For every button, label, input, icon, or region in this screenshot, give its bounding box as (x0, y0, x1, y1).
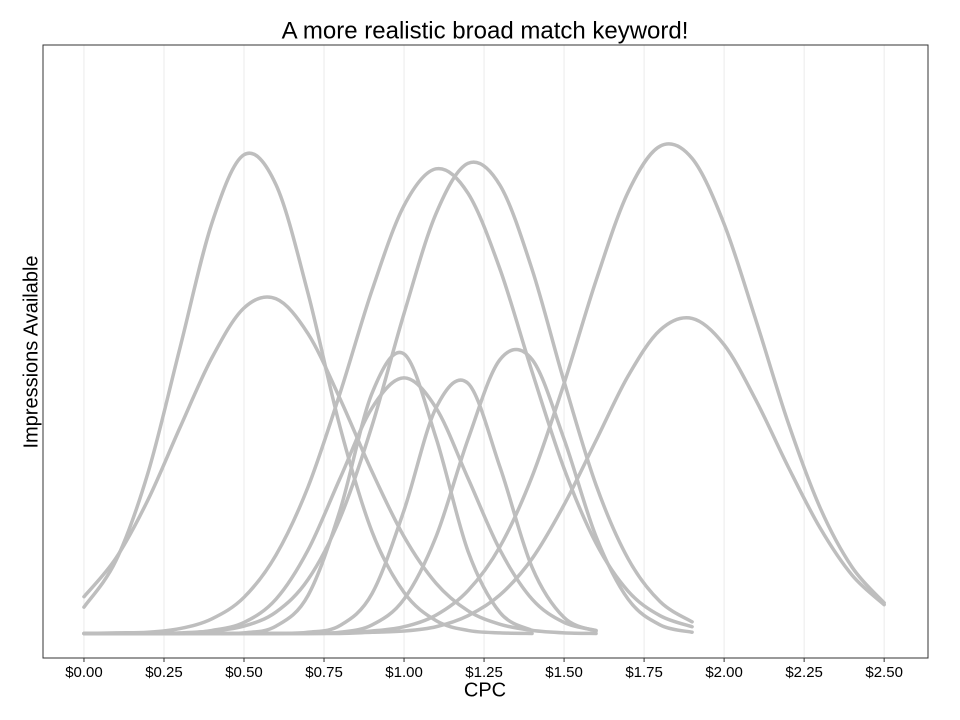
x-tick-label: $0.00 (65, 664, 103, 681)
x-tick-label: $2.25 (785, 664, 823, 681)
x-tick-label: $1.50 (545, 664, 583, 681)
curve (82, 166, 694, 636)
x-tick-label: $2.00 (705, 664, 743, 681)
y-axis-label: Impressions Available (20, 255, 42, 448)
x-tick-label: $0.75 (305, 664, 343, 681)
chart-title: A more realistic broad match keyword! (282, 17, 689, 44)
x-tick-label: $1.25 (465, 664, 503, 681)
curve (82, 347, 694, 636)
x-tick-label: $2.50 (865, 664, 903, 681)
x-axis-label: CPC (464, 679, 506, 701)
curve (82, 151, 534, 636)
x-tick-label: $1.75 (625, 664, 663, 681)
panel-border (42, 44, 929, 659)
curve (82, 160, 694, 636)
x-tick-label: $0.50 (225, 664, 263, 681)
x-tick-label: $1.00 (385, 664, 423, 681)
x-tick-label: $0.25 (145, 664, 183, 681)
curve (82, 316, 886, 636)
